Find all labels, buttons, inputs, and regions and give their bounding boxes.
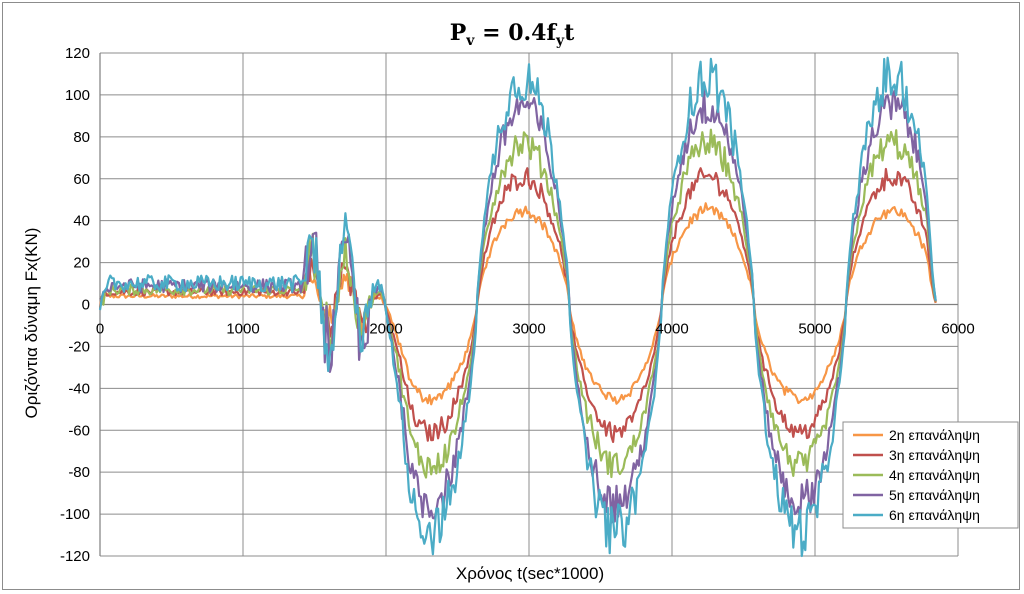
x-axis-label: Χρόνος t(sec*1000) (456, 564, 604, 583)
x-tick-label: 1000 (226, 321, 259, 338)
series-line-3 (98, 167, 937, 443)
legend-label: 6η επανάληψη (889, 507, 980, 523)
svg-text:Pv = 0.4fyt: Pv = 0.4fyt (450, 20, 575, 49)
title-p: P (450, 20, 467, 46)
y-tick-label: 40 (73, 213, 90, 230)
x-tick-label: 3000 (512, 321, 545, 338)
title-tail: t (564, 20, 575, 46)
legend-label: 3η επανάληψη (889, 447, 980, 463)
title-sub-v: v (465, 33, 475, 49)
x-tick-label: 5000 (798, 321, 831, 338)
y-tick-label: -40 (68, 380, 90, 397)
series-line-2 (98, 202, 937, 406)
legend-label: 5η επανάληψη (889, 487, 980, 503)
series-line-6 (98, 56, 937, 558)
y-tick-label: 60 (73, 171, 90, 188)
series-layer (98, 56, 937, 558)
legend: 2η επανάληψη 3η επανάληψη 4η επανάληψη 5η ε… (842, 421, 1019, 529)
chart-title: Pv = 0.4fyt (450, 20, 575, 49)
y-tick-label: 120 (65, 45, 90, 62)
tick-labels: 120 100 80 60 40 20 0 -20 -40 -60 -80 -100 -120 0 1000… (60, 45, 975, 565)
y-tick-label: 0 (82, 297, 90, 314)
legend-label: 4η επανάληψη (889, 467, 980, 483)
y-axis-label: Οριζόντια δύναμη Fx(KN) (22, 228, 41, 419)
x-tick-label: 4000 (655, 321, 688, 338)
x-tick-label: 6000 (941, 321, 974, 338)
x-tick-label: 2000 (369, 321, 402, 338)
y-tick-label: -20 (68, 338, 90, 355)
legend-label: 2η επανάληψη (889, 427, 980, 443)
title-mid: = 0.4f (474, 20, 557, 46)
y-tick-label: 100 (65, 87, 90, 104)
y-tick-label: 20 (73, 255, 90, 272)
y-tick-label: -60 (68, 422, 90, 439)
x-tick-label: 0 (96, 321, 104, 338)
y-tick-label: -120 (60, 548, 90, 565)
y-tick-label: 80 (73, 129, 90, 146)
title-sub-y: y (555, 33, 565, 49)
y-tick-label: -80 (68, 464, 90, 481)
series-line-4 (99, 128, 937, 479)
y-tick-label: -100 (60, 506, 90, 523)
